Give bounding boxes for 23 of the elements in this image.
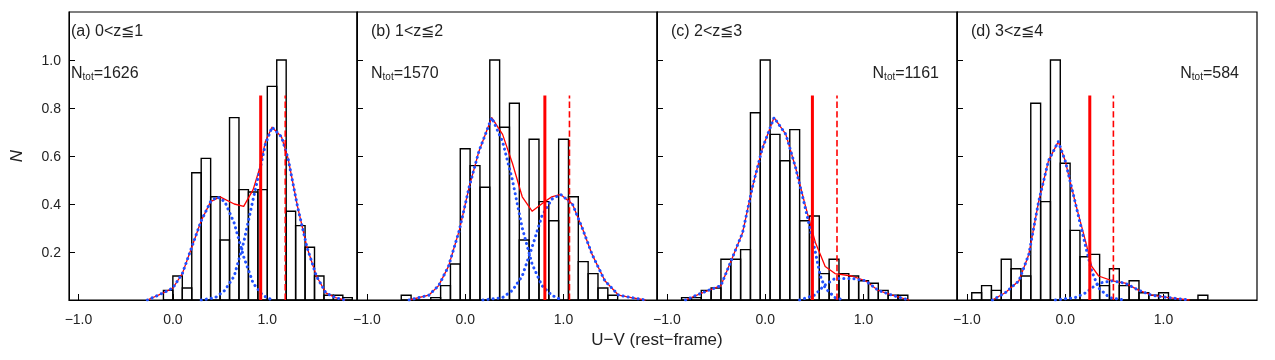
annotation: (d) 3<z≦4 bbox=[971, 21, 1044, 39]
x-tick-label: 1.0 bbox=[1153, 311, 1174, 327]
x-tick-label: −1.0 bbox=[953, 311, 981, 327]
x-tick-label: 1.0 bbox=[257, 311, 278, 327]
y-tick-label: 1.0 bbox=[41, 52, 62, 68]
y-tick-label: 0.8 bbox=[41, 100, 62, 116]
x-tick-label: 1.0 bbox=[853, 311, 874, 327]
annotation: (a) 0<z≦1 bbox=[71, 21, 144, 39]
x-axis-title: U−V (rest−frame) bbox=[591, 330, 723, 350]
y-tick-label: 0.4 bbox=[41, 196, 62, 212]
y-tick-label: 0.2 bbox=[41, 244, 62, 260]
x-tick-label: 1.0 bbox=[553, 311, 574, 327]
x-tick-label: −1.0 bbox=[653, 311, 681, 327]
x-tick-label: 0.0 bbox=[1055, 311, 1076, 327]
x-tick-label: 0.0 bbox=[755, 311, 776, 327]
y-axis-title: N bbox=[7, 149, 26, 163]
x-tick-label: −1.0 bbox=[353, 311, 381, 327]
x-tick-label: 0.0 bbox=[455, 311, 476, 327]
x-tick-label: 0.0 bbox=[163, 311, 183, 327]
annotation: (c) 2<z≦3 bbox=[671, 21, 743, 39]
x-tick-label: −1.0 bbox=[64, 311, 93, 327]
annotation: (b) 1<z≦2 bbox=[371, 21, 444, 39]
y-tick-label: 0.6 bbox=[41, 148, 62, 164]
